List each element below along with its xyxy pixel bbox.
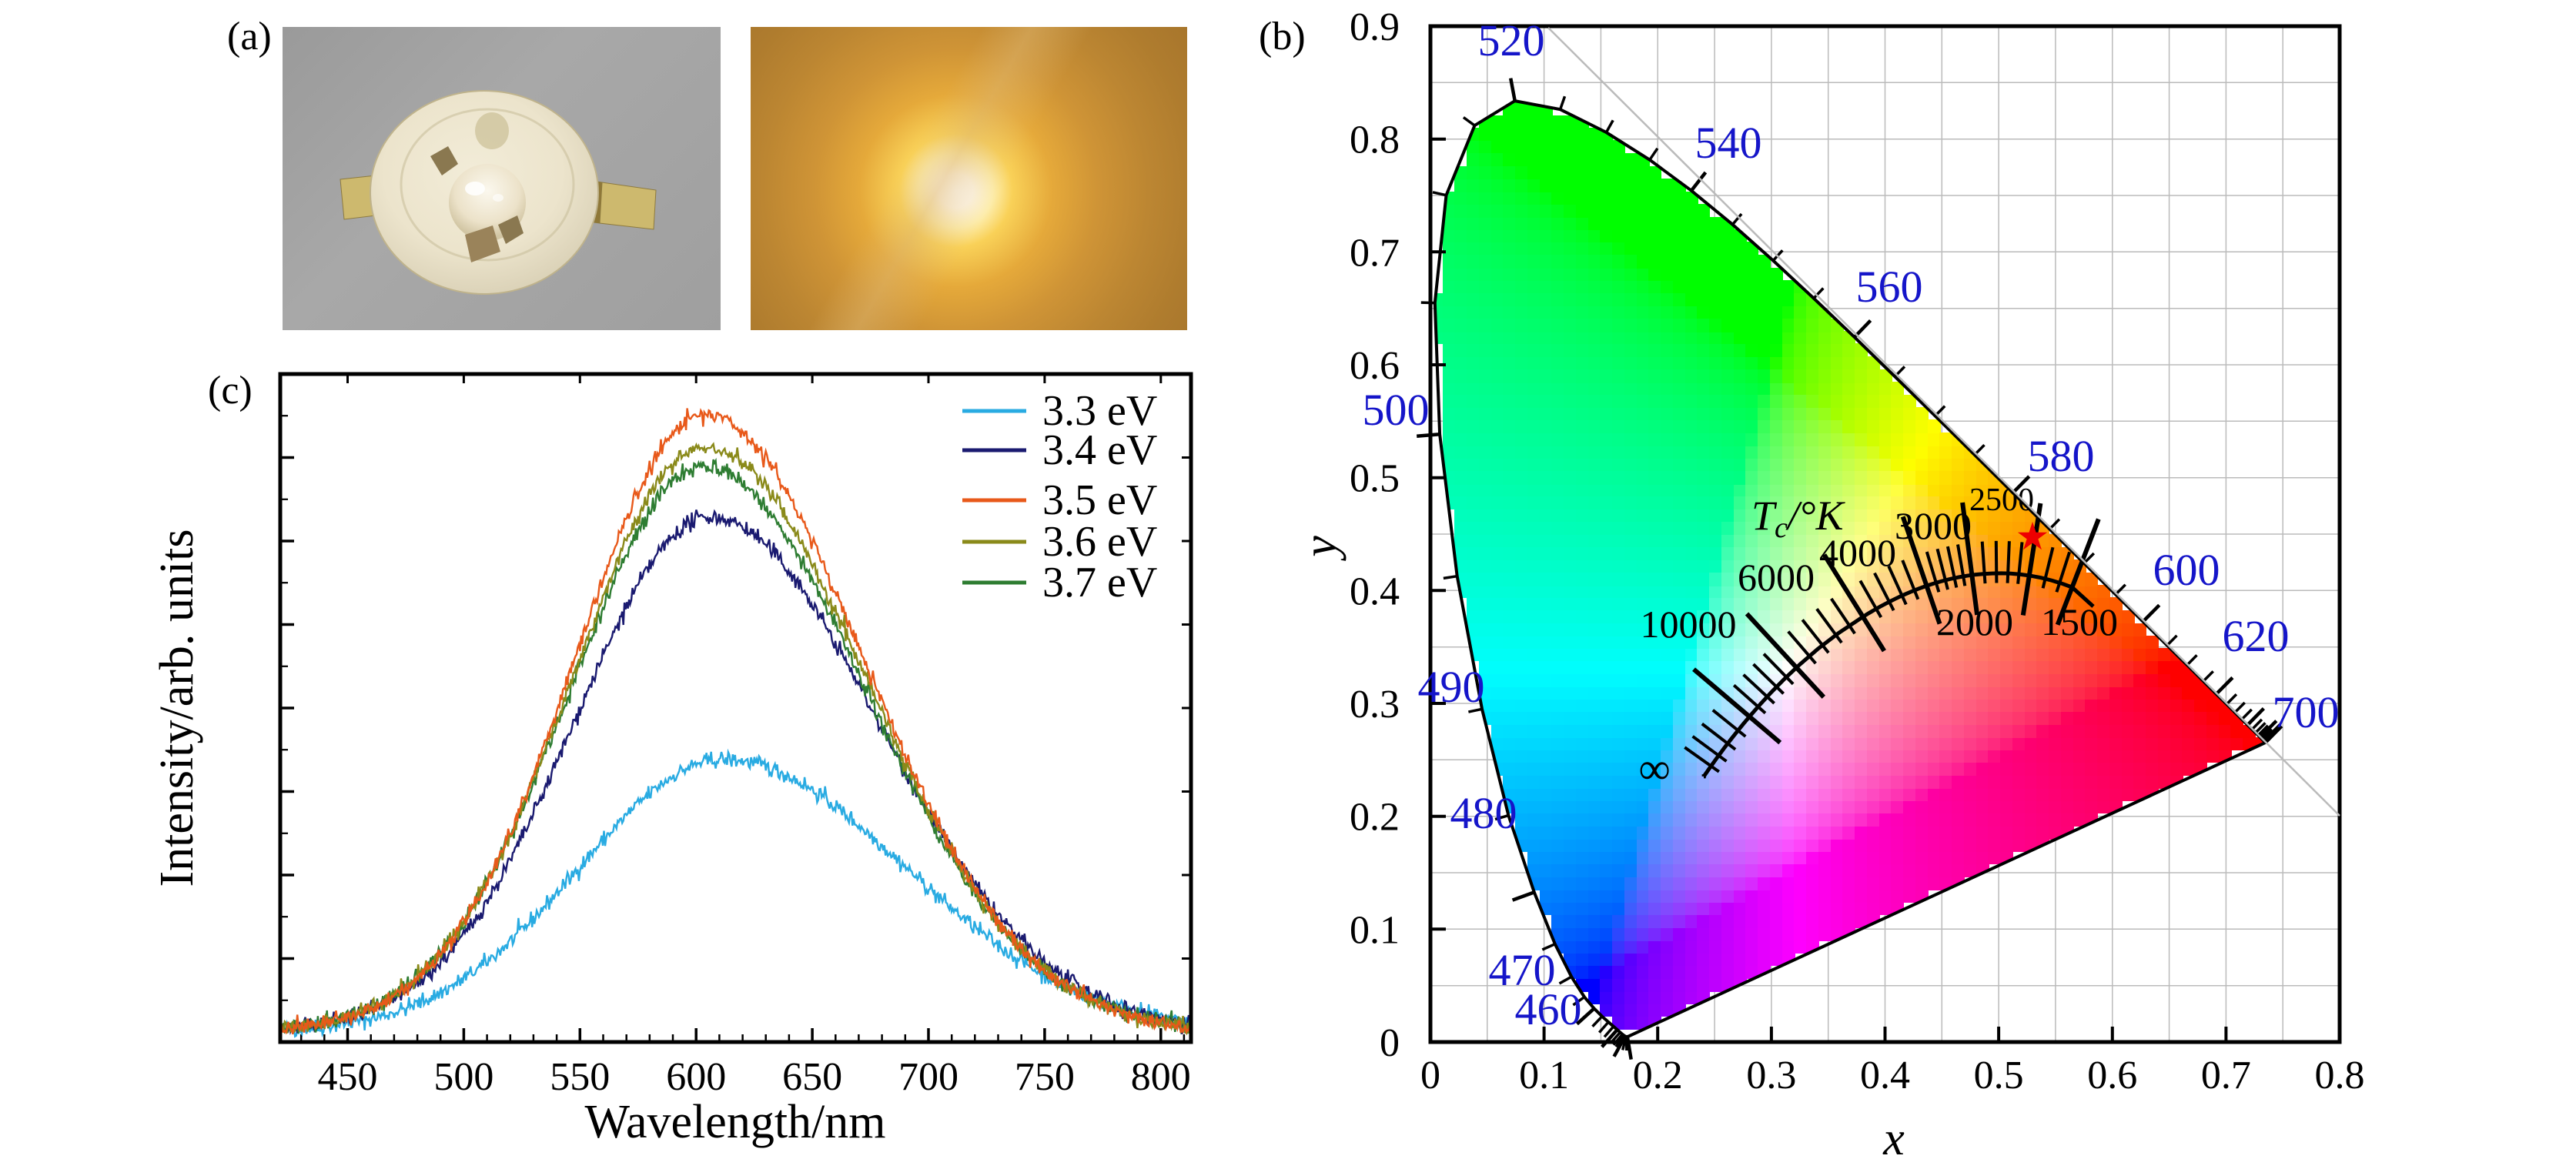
svg-text:6000: 6000	[1738, 556, 1815, 599]
svg-text:0.5: 0.5	[1350, 457, 1400, 501]
svg-text:0: 0	[1420, 1054, 1440, 1097]
svg-text:0.2: 0.2	[1350, 796, 1400, 840]
svg-text:0.9: 0.9	[1350, 5, 1400, 49]
svg-text:3000: 3000	[1895, 504, 1972, 547]
svg-text:0.5: 0.5	[1974, 1054, 2024, 1097]
svg-text:700: 700	[2273, 687, 2340, 737]
svg-text:490: 490	[1418, 662, 1485, 712]
svg-text:0.4: 0.4	[1860, 1054, 1910, 1097]
svg-text:0.2: 0.2	[1633, 1054, 1683, 1097]
svg-text:600: 600	[2153, 545, 2220, 595]
svg-text:1500: 1500	[2041, 600, 2118, 643]
svg-text:x: x	[1882, 1113, 1905, 1159]
svg-text:540: 540	[1695, 118, 1762, 168]
svg-text:2500: 2500	[1969, 483, 2034, 518]
svg-text:480: 480	[1450, 788, 1517, 838]
svg-text:0.3: 0.3	[1746, 1054, 1796, 1097]
svg-text:0.1: 0.1	[1519, 1054, 1569, 1097]
svg-text:Tc/°K: Tc/°K	[1751, 493, 1846, 544]
svg-text:0.7: 0.7	[1350, 231, 1400, 275]
svg-text:10000: 10000	[1641, 603, 1737, 646]
svg-text:0.6: 0.6	[2087, 1054, 2137, 1097]
svg-text:0.1: 0.1	[1350, 908, 1400, 952]
svg-text:0.7: 0.7	[2201, 1054, 2251, 1097]
svg-text:0.3: 0.3	[1350, 683, 1400, 726]
svg-text:★: ★	[2016, 515, 2050, 558]
svg-text:560: 560	[1856, 262, 1923, 312]
svg-text:0.6: 0.6	[1350, 344, 1400, 388]
svg-text:0: 0	[1380, 1021, 1400, 1065]
svg-text:∞: ∞	[1638, 743, 1670, 793]
svg-text:620: 620	[2223, 611, 2290, 661]
svg-text:500: 500	[1363, 385, 1430, 435]
svg-text:580: 580	[2028, 431, 2095, 481]
svg-text:2000: 2000	[1936, 600, 2013, 643]
svg-text:0.4: 0.4	[1350, 569, 1400, 613]
svg-text:0.8: 0.8	[1350, 119, 1400, 162]
svg-text:0.8: 0.8	[2315, 1054, 2365, 1097]
svg-text:520: 520	[1478, 15, 1545, 65]
svg-text:470: 470	[1489, 945, 1556, 995]
svg-text:y: y	[1294, 536, 1347, 562]
